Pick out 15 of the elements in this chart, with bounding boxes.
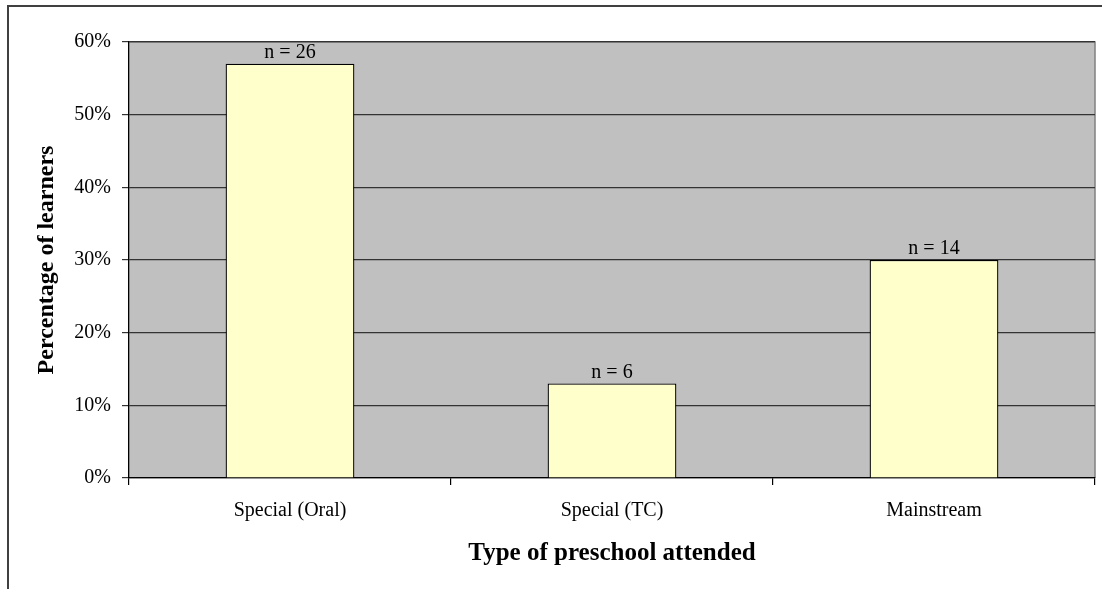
x-tick-label: Special (TC) <box>560 498 664 522</box>
y-tick-label: 0% <box>84 465 111 488</box>
annotation: n = 14 <box>908 236 960 259</box>
x-axis-title: Type of preschool attended <box>468 538 756 566</box>
x-tick-label: Mainstream <box>886 498 983 521</box>
y-tick-label: 40% <box>74 174 111 197</box>
y-axis-title: Percentage of learners <box>31 145 58 375</box>
annotation: n = 6 <box>591 359 633 382</box>
y-tick-label: 30% <box>74 247 111 270</box>
x-tick-label: Special (Oral) <box>233 498 347 522</box>
y-tick-label: 50% <box>74 101 111 124</box>
y-tick-label: 10% <box>74 392 111 415</box>
y-tick-label: 60% <box>74 29 111 52</box>
y-tick-label: 20% <box>74 319 111 342</box>
annotation: n = 26 <box>264 40 316 63</box>
